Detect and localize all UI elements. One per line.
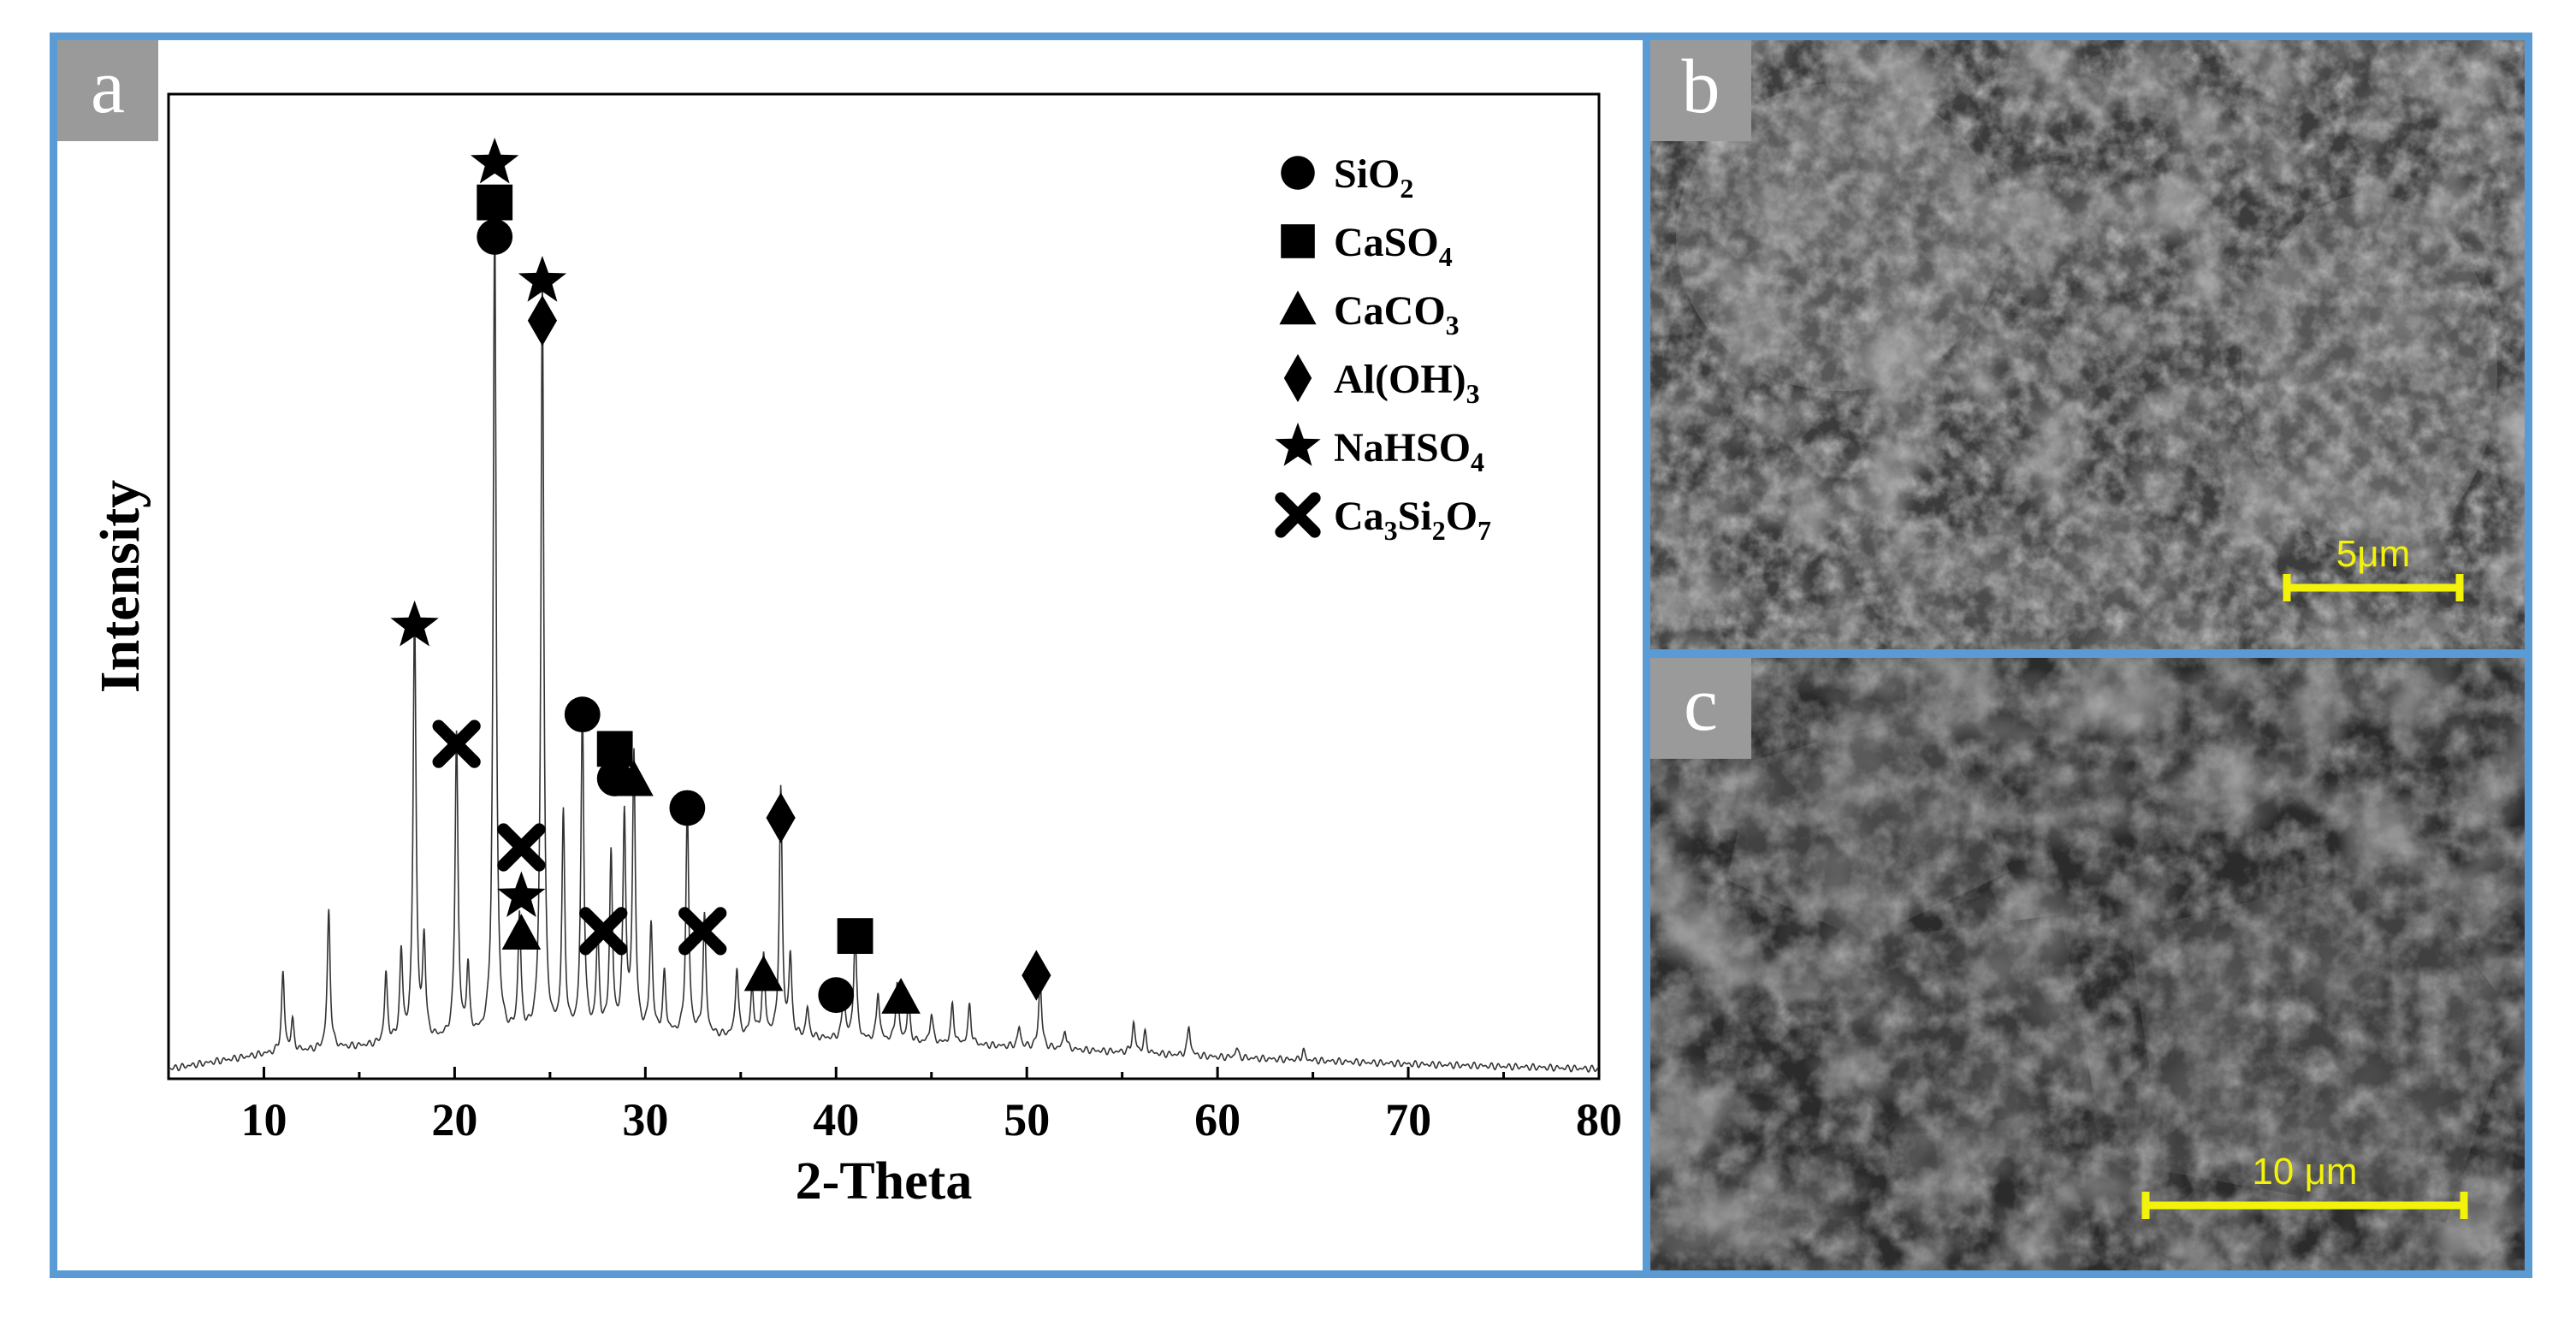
peak-marker-cross (497, 823, 546, 872)
peak-marker-triangle (501, 914, 542, 950)
scale-bar-b: 5μm (2283, 533, 2464, 601)
y-axis-label: Intensity (89, 480, 151, 693)
x-tick-label: 80 (1576, 1094, 1622, 1145)
legend-label: SiO2 (1334, 151, 1413, 204)
legend-label: CaCO3 (1334, 288, 1460, 340)
x-tick-label: 50 (1004, 1094, 1050, 1145)
panel-c-label: c (1650, 658, 1751, 759)
x-tick-label: 70 (1385, 1094, 1431, 1145)
peak-marker-diamond (766, 792, 796, 844)
x-tick-label: 20 (431, 1094, 477, 1145)
peak-marker-diamond (527, 295, 558, 346)
peak-marker-square (837, 918, 873, 955)
panel-b-label: b (1650, 40, 1751, 141)
panel-a-xrd: a 10 20 30 40 50 60 70 80 2-Theta Intensity SiO2 Ca… (50, 33, 1658, 1278)
scale-bar-c: 10 μm (2141, 1151, 2468, 1219)
peak-marker-circle (669, 790, 706, 826)
x-axis-label: 2-Theta (796, 1152, 973, 1211)
legend-marker-circle (1281, 156, 1315, 190)
peak-marker-cross (432, 719, 481, 768)
peak-marker-square (477, 184, 513, 221)
legend-marker-diamond (1283, 353, 1312, 403)
peak-marker-cross (579, 907, 628, 956)
peak-marker-triangle (881, 978, 921, 1014)
sem-image-b (1650, 40, 2525, 649)
sem-image-c (1650, 658, 2525, 1270)
scale-bar-b-label: 5μm (2336, 533, 2410, 575)
peak-marker-circle (818, 977, 855, 1014)
panel-c-sem: c 10 μm (1643, 650, 2532, 1278)
legend-label: CaSO4 (1334, 220, 1453, 272)
legend-marker-star (1275, 422, 1321, 466)
scale-bar-c-label: 10 μm (2252, 1151, 2357, 1193)
legend-marker-triangle (1279, 290, 1317, 325)
peak-marker-triangle (614, 760, 654, 796)
legend-label: NaHSO4 (1334, 425, 1484, 477)
peak-marker-star (471, 137, 519, 184)
xrd-pattern-line (168, 206, 1599, 1073)
peak-marker-triangle (743, 955, 784, 992)
x-tick-label: 40 (813, 1094, 859, 1145)
x-tick-label: 10 (240, 1094, 287, 1145)
peak-marker-cross (678, 907, 727, 956)
legend-marker-square (1281, 224, 1315, 258)
peak-marker-circle (477, 218, 513, 255)
plot-frame (167, 92, 1601, 1080)
peak-marker-star (518, 256, 567, 302)
x-tick-label: 30 (622, 1094, 668, 1145)
panel-b-sem: b 5μm (1643, 33, 2532, 657)
peak-marker-circle (564, 696, 601, 733)
legend-label: Ca3Si2O7 (1334, 494, 1491, 546)
legend-label: Al(OH)3 (1334, 357, 1480, 409)
x-tick-label: 60 (1194, 1094, 1241, 1145)
xrd-chart: 10 20 30 40 50 60 70 80 2-Theta Intensity SiO2 CaSO… (89, 92, 1622, 1211)
peak-marker-star (497, 871, 546, 917)
legend-marker-cross (1275, 492, 1321, 538)
peak-marker-diamond (1022, 950, 1051, 1001)
panel-a-label: a (57, 40, 158, 141)
peak-marker-star (390, 600, 439, 647)
